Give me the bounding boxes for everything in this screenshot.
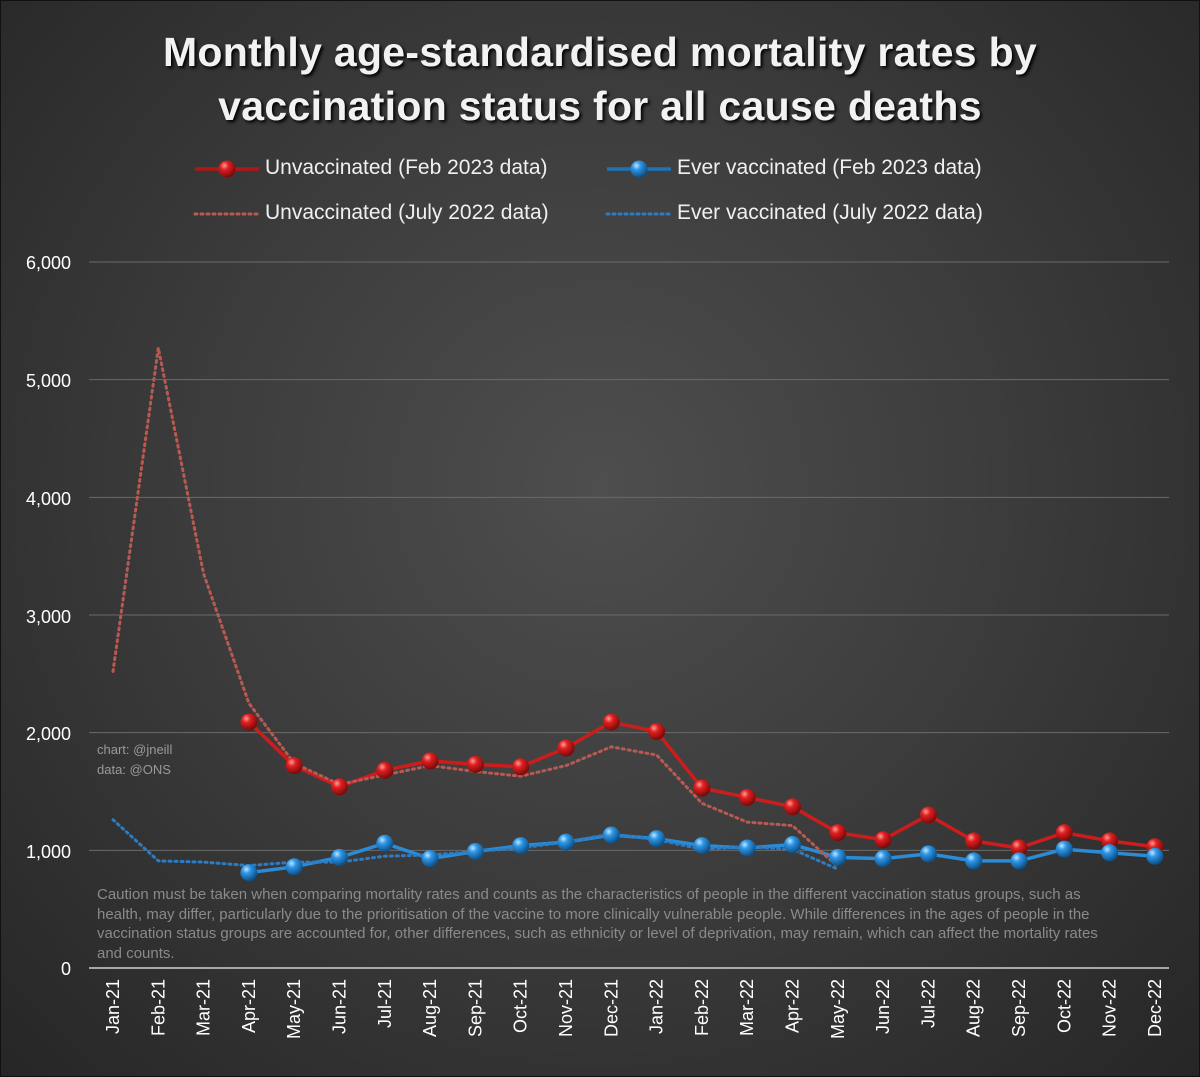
data-point-ever-vaccinated-feb-2023-data-Sep-22 xyxy=(1010,852,1028,870)
x-tick-label-Sep-22: Sep-22 xyxy=(1009,979,1029,1037)
series-markers xyxy=(240,713,1164,882)
data-point-unvaccinated-feb-2023-data-Jul-22 xyxy=(919,806,937,824)
data-point-ever-vaccinated-feb-2023-data-Nov-22 xyxy=(1101,844,1119,862)
y-tick-label-1000: 1,000 xyxy=(25,842,71,862)
data-point-ever-vaccinated-feb-2023-data-Jan-22 xyxy=(648,830,666,848)
x-tick-label-Jun-22: Jun-22 xyxy=(873,979,893,1034)
legend-swatch-unvaccinated-july-2022 xyxy=(193,212,261,216)
x-tick-labels: Jan-21 Feb-21 Mar-21 Apr-21 May-21 Jun-21 Jul-… xyxy=(103,979,1165,1039)
legend-swatch-unvaccinated-feb-2023 xyxy=(195,160,259,178)
x-tick-label-Nov-22: Nov-22 xyxy=(1100,979,1120,1037)
legend-label-unvaccinated-july-2022: Unvaccinated (July 2022 data) xyxy=(265,201,549,224)
x-tick-label-Apr-22: Apr-22 xyxy=(783,979,803,1033)
caution-note: Caution must be taken when comparing mor… xyxy=(97,886,1098,962)
x-tick-label-Jan-21: Jan-21 xyxy=(103,979,123,1034)
data-point-ever-vaccinated-feb-2023-data-Jun-22 xyxy=(874,850,892,868)
x-tick-label-Feb-21: Feb-21 xyxy=(148,979,168,1036)
data-credit: data: @ONS xyxy=(97,762,171,777)
data-point-unvaccinated-feb-2023-data-Apr-21 xyxy=(240,713,258,731)
data-point-ever-vaccinated-feb-2023-data-Feb-22 xyxy=(693,837,711,855)
data-point-ever-vaccinated-feb-2023-data-Mar-22 xyxy=(738,839,756,857)
data-point-unvaccinated-feb-2023-data-Mar-22 xyxy=(738,788,756,806)
x-tick-label-Jan-22: Jan-22 xyxy=(647,979,667,1034)
data-point-ever-vaccinated-feb-2023-data-Nov-21 xyxy=(557,833,575,851)
x-tick-label-Sep-21: Sep-21 xyxy=(465,979,485,1037)
x-tick-label-May-22: May-22 xyxy=(828,979,848,1039)
legend-swatch-vaccinated-feb-2023 xyxy=(607,160,671,178)
data-point-ever-vaccinated-feb-2023-data-Oct-22 xyxy=(1055,840,1073,858)
x-tick-label-Mar-22: Mar-22 xyxy=(737,979,757,1036)
y-tick-label-5000: 5,000 xyxy=(25,371,71,391)
x-tick-label-Oct-22: Oct-22 xyxy=(1054,979,1074,1033)
data-point-unvaccinated-feb-2023-data-Jul-21 xyxy=(376,761,394,779)
legend-label-vaccinated-july-2022: Ever vaccinated (July 2022 data) xyxy=(677,201,983,224)
data-point-ever-vaccinated-feb-2023-data-Jul-21 xyxy=(376,834,394,852)
x-tick-label-Aug-21: Aug-21 xyxy=(420,979,440,1037)
data-point-unvaccinated-feb-2023-data-Jun-21 xyxy=(331,778,348,796)
x-tick-label-Jul-22: Jul-22 xyxy=(918,979,938,1028)
data-point-unvaccinated-feb-2023-data-Jan-22 xyxy=(648,722,666,740)
x-tick-label-Oct-21: Oct-21 xyxy=(511,979,531,1033)
data-point-unvaccinated-feb-2023-data-Nov-22 xyxy=(1101,832,1119,850)
x-tick-label-Jul-21: Jul-21 xyxy=(375,979,395,1028)
x-tick-label-Nov-21: Nov-21 xyxy=(556,979,576,1037)
data-point-ever-vaccinated-feb-2023-data-Aug-21 xyxy=(421,850,439,868)
data-point-unvaccinated-feb-2023-data-May-22 xyxy=(829,824,847,842)
x-tick-label-Jun-21: Jun-21 xyxy=(330,979,350,1034)
x-tick-label-May-21: May-21 xyxy=(284,979,304,1039)
x-tick-label-Aug-22: Aug-22 xyxy=(964,979,984,1037)
x-tick-label-Apr-21: Apr-21 xyxy=(239,979,259,1033)
y-tick-label-4000: 4,000 xyxy=(25,489,71,509)
data-point-unvaccinated-feb-2023-data-Jun-22 xyxy=(874,831,892,849)
data-point-ever-vaccinated-feb-2023-data-May-21 xyxy=(285,858,303,876)
data-point-ever-vaccinated-feb-2023-data-Apr-21 xyxy=(240,864,258,882)
data-point-unvaccinated-feb-2023-data-Aug-21 xyxy=(421,752,439,770)
data-point-unvaccinated-feb-2023-data-Oct-22 xyxy=(1055,824,1073,842)
data-point-unvaccinated-feb-2023-data-Oct-21 xyxy=(512,758,530,776)
data-point-unvaccinated-feb-2023-data-Sep-22 xyxy=(1010,839,1028,857)
data-point-unvaccinated-feb-2023-data-Apr-22 xyxy=(784,798,801,816)
x-tick-label-Dec-21: Dec-21 xyxy=(601,979,621,1037)
data-point-unvaccinated-feb-2023-data-Nov-21 xyxy=(557,739,575,757)
y-tick-label-2000: 2,000 xyxy=(25,724,71,744)
data-point-unvaccinated-feb-2023-data-Sep-21 xyxy=(466,755,484,773)
data-point-unvaccinated-feb-2023-data-Aug-22 xyxy=(965,832,983,850)
chart-title-line-1: Monthly age-standardised mortality rates… xyxy=(162,29,1038,75)
x-tick-label-Dec-22: Dec-22 xyxy=(1145,979,1165,1037)
data-point-ever-vaccinated-feb-2023-data-Dec-22 xyxy=(1146,847,1164,865)
data-point-unvaccinated-feb-2023-data-Dec-21 xyxy=(602,713,620,731)
data-point-ever-vaccinated-feb-2023-data-Dec-21 xyxy=(602,826,620,844)
x-tick-label-Mar-21: Mar-21 xyxy=(194,979,214,1036)
data-point-ever-vaccinated-feb-2023-data-Sep-21 xyxy=(466,843,484,861)
data-point-ever-vaccinated-feb-2023-data-May-22 xyxy=(829,848,847,866)
data-point-unvaccinated-feb-2023-data-Feb-22 xyxy=(693,779,711,797)
series-line-unvaccinated-july-2022-data xyxy=(111,346,840,869)
x-tick-label-Feb-22: Feb-22 xyxy=(692,979,712,1036)
data-point-ever-vaccinated-feb-2023-data-Jul-22 xyxy=(919,845,937,863)
data-point-ever-vaccinated-feb-2023-data-Jun-21 xyxy=(331,848,348,866)
y-tick-label-0: 0 xyxy=(60,959,71,979)
legend-label-vaccinated-feb-2023: Ever vaccinated (Feb 2023 data) xyxy=(677,156,982,179)
chart-title-line-2: vaccination status for all cause deaths xyxy=(218,83,982,129)
legend-label-unvaccinated-feb-2023: Unvaccinated (Feb 2023 data) xyxy=(265,156,548,179)
data-point-ever-vaccinated-feb-2023-data-Apr-22 xyxy=(784,835,801,853)
data-point-ever-vaccinated-feb-2023-data-Aug-22 xyxy=(965,852,983,870)
y-tick-label-3000: 3,000 xyxy=(25,607,71,627)
gridlines xyxy=(89,261,1169,851)
y-tick-label-6000: 6,000 xyxy=(25,253,71,273)
data-point-ever-vaccinated-feb-2023-data-Oct-21 xyxy=(512,837,530,855)
legend-swatch-vaccinated-july-2022 xyxy=(605,212,673,216)
data-point-unvaccinated-feb-2023-data-May-21 xyxy=(285,757,303,775)
chart-credit: chart: @jneill xyxy=(97,742,173,757)
series-lines xyxy=(111,346,1156,875)
